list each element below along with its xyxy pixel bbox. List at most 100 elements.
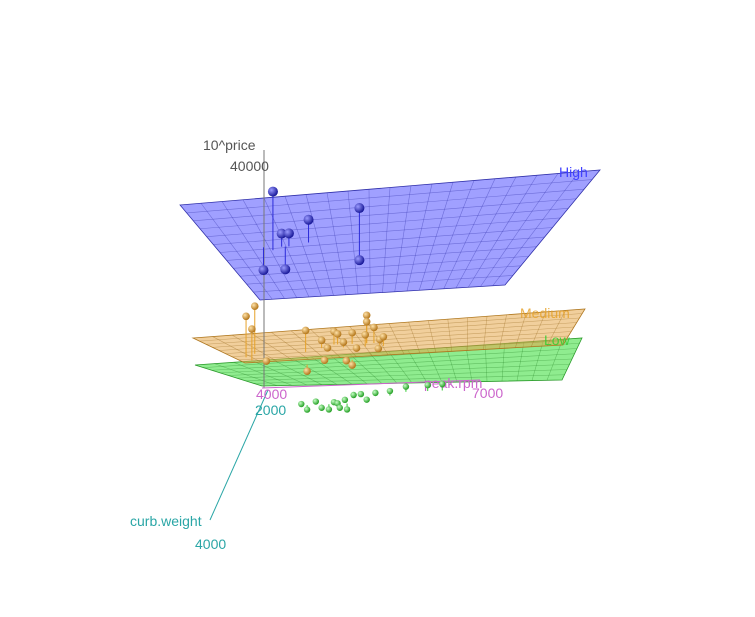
data-point-medium	[348, 361, 356, 369]
y-axis-tick: 2000	[255, 402, 286, 418]
data-point-medium	[301, 326, 310, 335]
plane-grid-line	[446, 347, 458, 383]
plane-grid-line	[349, 353, 383, 384]
data-point-medium	[342, 356, 351, 365]
data-point-high	[280, 264, 291, 275]
data-point-low	[341, 396, 349, 404]
plane-grid-line	[499, 314, 507, 349]
plane-grid-line	[418, 182, 454, 291]
data-point-medium	[323, 344, 332, 352]
plane-grid-line	[382, 187, 391, 293]
plane-grid-line	[225, 331, 572, 354]
y-axis-label: curb.weight	[130, 513, 202, 529]
y-axis-line	[209, 389, 269, 521]
plane-grid-line	[388, 351, 413, 384]
data-point-medium	[242, 312, 250, 321]
plane-grid-line	[238, 340, 566, 361]
plane-grid-line	[233, 362, 293, 386]
plane-label-high: High	[559, 164, 588, 180]
plane-grid-line	[271, 331, 309, 360]
data-point-low	[312, 398, 320, 405]
plane-grid-line	[218, 326, 575, 351]
plane-grid-line	[245, 369, 568, 382]
data-point-low	[357, 390, 365, 398]
plane-grid-line	[310, 329, 341, 358]
plane-grid-line	[515, 313, 527, 348]
plane-grid-line	[251, 333, 293, 361]
plane-grid-line	[200, 203, 273, 300]
plane-grid-line	[219, 227, 553, 253]
data-point-medium	[320, 356, 329, 365]
plane-grid-line	[368, 352, 398, 384]
plane-grid-line	[228, 358, 573, 376]
data-point-low	[325, 406, 333, 413]
data-point-medium	[317, 336, 326, 345]
plane-grid-line	[213, 217, 561, 245]
plane-grid-line	[212, 336, 262, 363]
plane-grid-line	[199, 198, 577, 230]
data-point-low	[343, 406, 351, 413]
plane-grid-line	[231, 335, 569, 358]
data-point-medium	[339, 338, 348, 346]
plane-grid-line	[226, 236, 545, 261]
plane-grid-line	[484, 344, 488, 382]
plane-grid-line	[330, 355, 368, 385]
data-point-low	[386, 387, 394, 395]
plane-grid-line	[236, 363, 570, 379]
plane-grid-line	[305, 194, 334, 296]
plane-grid-line	[211, 348, 578, 371]
data-point-high	[258, 265, 269, 276]
data-point-low	[298, 400, 305, 408]
plane-grid-line	[291, 357, 338, 385]
data-point-medium	[248, 325, 256, 333]
plane-grid-line	[426, 348, 443, 383]
plane-grid-line	[186, 179, 593, 214]
data-point-high	[354, 203, 365, 214]
x-axis-tick: 7000	[472, 385, 503, 401]
data-point-medium	[250, 302, 259, 311]
plane-grid-line	[483, 316, 488, 350]
plane-grid-line	[199, 313, 583, 342]
data-point-low	[424, 381, 431, 389]
plane-grid-line	[252, 360, 308, 386]
data-point-high	[267, 186, 278, 197]
plane-grid-line	[253, 275, 513, 293]
plane-grid-line	[206, 208, 569, 237]
plane-grid-line	[530, 311, 547, 347]
data-point-low	[363, 396, 370, 403]
plane-grid-line	[443, 178, 496, 289]
z-axis-label: 10^price	[203, 137, 256, 153]
data-point-high	[354, 255, 365, 266]
data-point-medium	[361, 331, 370, 339]
data-point-medium	[362, 311, 371, 320]
data-point-medium	[362, 317, 371, 326]
plane-grid-line	[242, 199, 298, 298]
plane-grid-line	[388, 323, 405, 355]
data-point-low	[372, 389, 379, 397]
data-point-medium	[348, 328, 356, 337]
x-axis-tick: 4000	[256, 386, 287, 402]
data-point-low	[303, 406, 311, 413]
plane-grid-line	[427, 320, 437, 353]
data-point-low	[318, 404, 325, 411]
z-axis-tick: 40000	[230, 158, 269, 174]
plane-grid-line	[310, 356, 353, 385]
plane-grid-line	[501, 343, 505, 382]
plane-grid-line	[531, 340, 544, 381]
plane-grid-line	[212, 322, 577, 348]
plane-grid-line	[407, 349, 428, 383]
data-point-medium	[374, 344, 383, 353]
plane-grid-line	[546, 339, 563, 381]
plane-grid-line	[272, 359, 323, 386]
plane-grid-line	[492, 171, 580, 286]
plane-grid-line	[193, 188, 585, 222]
plane-grid-line	[220, 353, 575, 374]
plane-grid-line	[546, 310, 566, 347]
plane-grid-line	[480, 173, 559, 287]
plane-grid-line	[290, 330, 325, 359]
plane-grid-line	[205, 317, 580, 345]
plane-grid-line	[406, 183, 433, 292]
data-point-medium	[379, 332, 388, 341]
plane-label-low: Low	[544, 332, 571, 348]
plane-grid-line	[284, 196, 322, 297]
